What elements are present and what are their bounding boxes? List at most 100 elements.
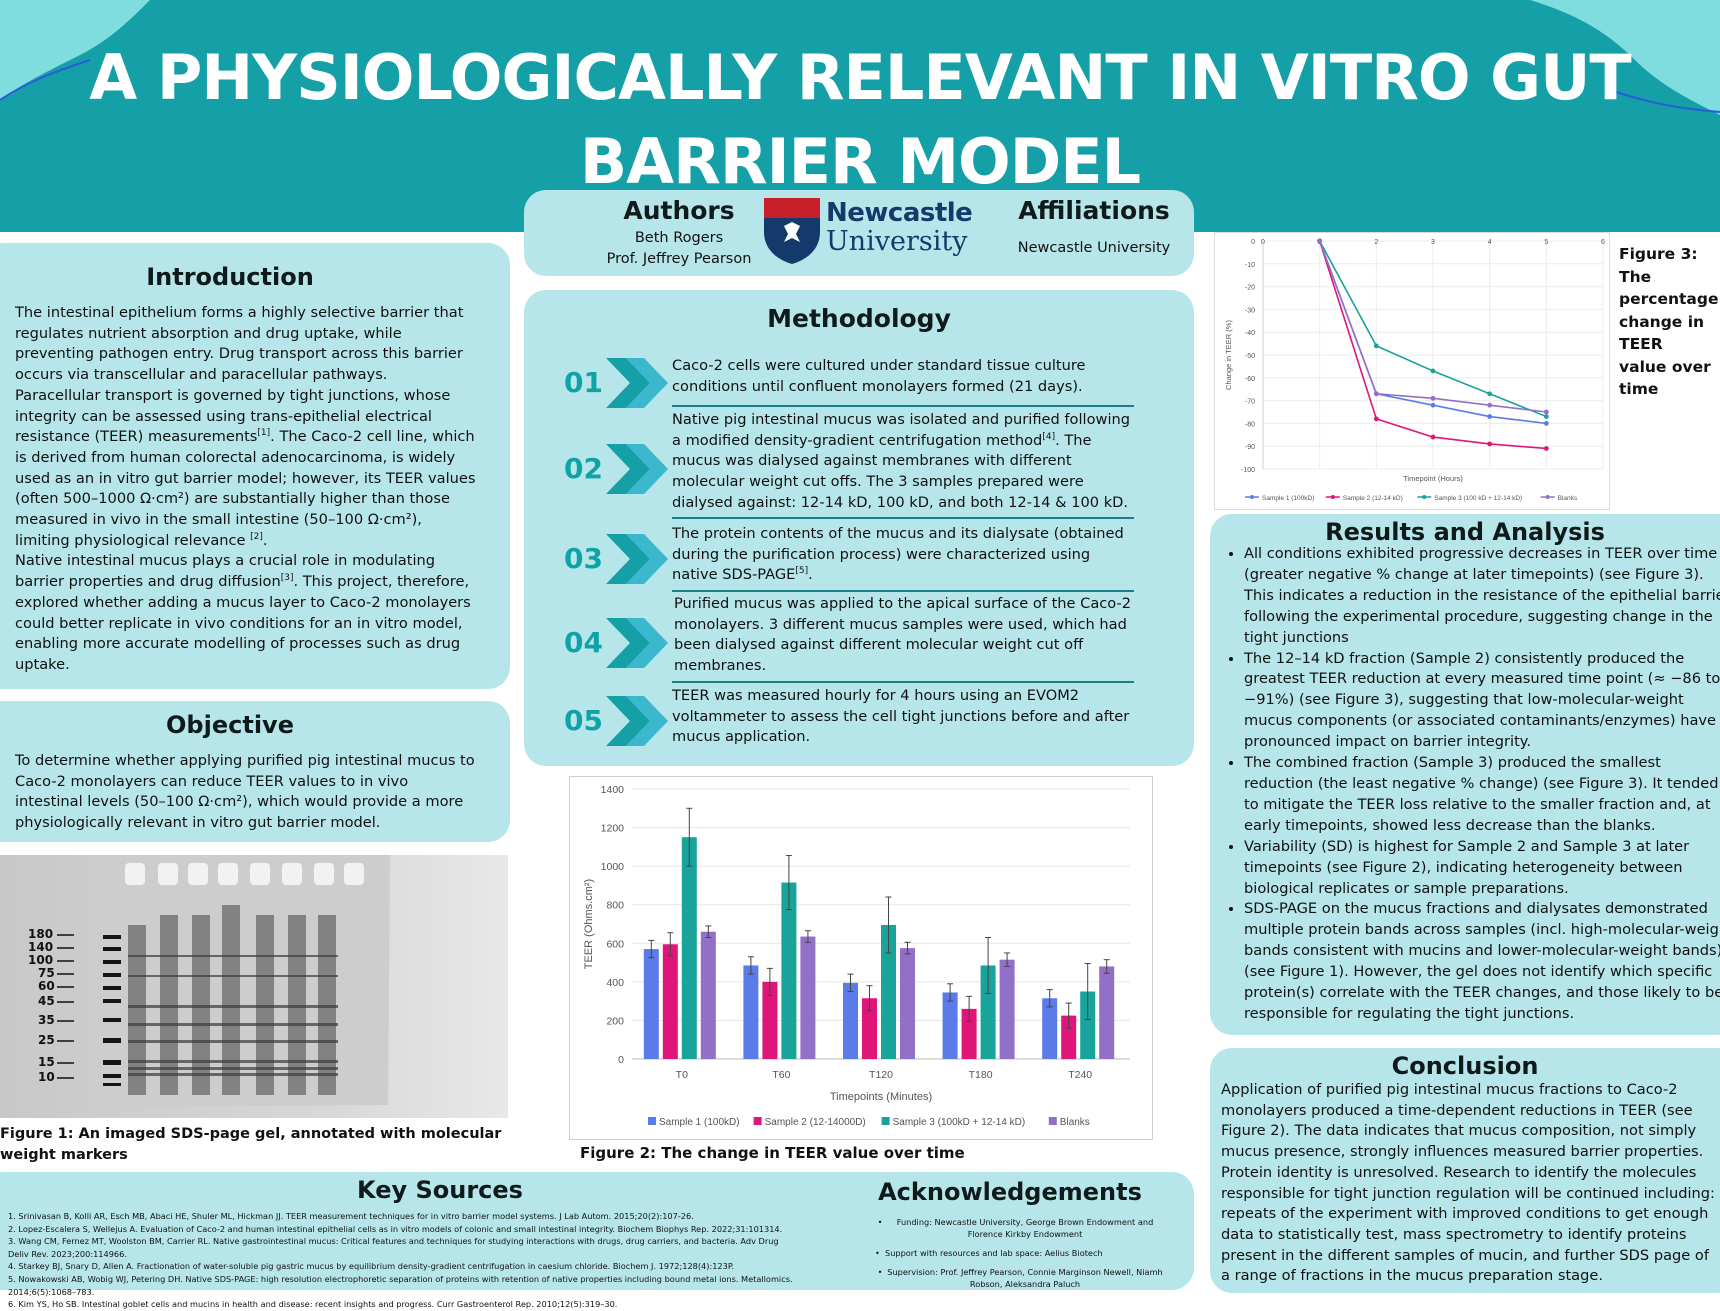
list-item: The 12–14 kD fraction (Sample 2) consist… (1244, 649, 1720, 754)
y-tick-label: -80 (1245, 421, 1255, 428)
logo-text-line2: University (826, 226, 968, 257)
x-tick-label: T120 (869, 1069, 893, 1081)
authors-heading: Authors (623, 196, 735, 225)
x-axis-title: Timepoints (Minutes) (830, 1091, 932, 1103)
legend-label: Sample 2 (12-14000D) (765, 1117, 866, 1128)
sources-panel: Key Sources 1. Srinivasan B, Kolli AR, E… (0, 1172, 1194, 1309)
author-name: Prof. Jeffrey Pearson (606, 251, 752, 267)
legend-label: Sample 3 (100kD + 12-14 kD) (893, 1117, 1026, 1128)
legend-marker (1422, 495, 1427, 499)
x-tick-label: 4 (1488, 239, 1492, 246)
list-item: All conditions exhibited progressive dec… (1244, 544, 1720, 649)
method-step-2: 02 Native pig intestinal mucus was isola… (564, 410, 1144, 520)
y-tick-label: 800 (606, 900, 624, 912)
data-point (1430, 402, 1436, 408)
step-text: The protein contents of the mucus and it… (672, 525, 1124, 584)
y-tick-label: -70 (1245, 399, 1255, 406)
poster-title: A PHYSIOLOGICALLY RELEVANT IN VITRO GUT … (89, 41, 1631, 198)
divider (672, 681, 1134, 683)
step-number: 04 (564, 626, 603, 659)
y-axis-title: Change in TEER (%) (1224, 320, 1233, 390)
chevron-double-icon (606, 358, 668, 408)
step-text: Native pig intestinal mucus was isolated… (672, 411, 1131, 511)
x-tick-label: T180 (969, 1069, 993, 1081)
university-logo: Newcastle University (762, 196, 992, 268)
y-tick-label: -90 (1245, 444, 1255, 451)
y-tick-label: -100 (1241, 467, 1255, 474)
marker-label: 25 (38, 1033, 55, 1047)
x-tick-label: 2 (1374, 239, 1378, 246)
bar (1061, 1015, 1077, 1059)
affiliations-heading: Affiliations (1018, 196, 1170, 225)
wave-decoration-right (1530, 0, 1720, 115)
method-step-1: 01 Caco-2 cells were cultured under stan… (564, 350, 1144, 420)
legend-label: Sample 2 (12-14 kD) (1343, 495, 1403, 502)
bar (999, 959, 1015, 1059)
figure3-caption: Figure 3: The percentage change in TEER … (1619, 245, 1719, 398)
marker-label: 100 (28, 953, 54, 967)
acknowledgements-heading: Acknowledgements (878, 1178, 1142, 1206)
results-heading: Results and Analysis (1325, 518, 1605, 546)
conclusion-text: Application of purified pig intestinal m… (1221, 1081, 1715, 1285)
y-tick-label: 0 (1251, 239, 1255, 246)
bar (980, 965, 996, 1059)
bar (961, 1008, 977, 1059)
university-shield-icon (764, 198, 820, 264)
legend-swatch (881, 1117, 890, 1125)
data-point (1543, 421, 1549, 426)
legend-label: Sample 1 (100kD) (659, 1117, 740, 1128)
bar (862, 998, 877, 1059)
data-point (1430, 368, 1436, 374)
x-tick-label: 6 (1601, 239, 1605, 246)
y-tick-label: 1200 (601, 823, 625, 835)
marker-label: 60 (38, 979, 55, 993)
legend-marker (1330, 495, 1335, 499)
legend-swatch (753, 1117, 762, 1125)
step-number: 01 (564, 366, 603, 399)
x-tick-label: T0 (676, 1069, 688, 1081)
chevron-double-icon (606, 618, 668, 668)
data-point (1373, 416, 1379, 422)
bar (843, 982, 858, 1059)
ack-item: • Funding: Newcastle University, George B… (877, 1217, 1154, 1239)
data-point (1373, 391, 1379, 397)
author-name: Beth Rogers (634, 230, 724, 246)
sources-list: 1. Srinivasan B, Kolli AR, Esch MB, Abac… (8, 1210, 798, 1311)
x-tick-label: T240 (1068, 1069, 1092, 1081)
step-number: 03 (564, 542, 603, 575)
objective-text: To determine whether applying purified p… (15, 752, 475, 832)
legend-label: Blanks (1060, 1117, 1090, 1128)
bar (700, 931, 716, 1059)
divider (672, 405, 1134, 407)
ack-item: • Support with resources and lab space: A… (875, 1248, 1103, 1258)
introduction-panel: Introduction The intestinal epithelium f… (0, 243, 510, 689)
legend-marker (1545, 495, 1550, 499)
legend-label: Blanks (1558, 495, 1578, 502)
y-axis-title: TEER (Ohms.cm²) (583, 879, 595, 969)
y-tick-label: -40 (1245, 330, 1255, 337)
chevron-double-icon (606, 444, 668, 494)
data-point (1487, 391, 1493, 397)
affiliation-text: Newcastle University (1017, 240, 1171, 256)
bar (800, 936, 816, 1059)
list-item: SDS-PAGE on the mucus fractions and dial… (1244, 899, 1720, 1024)
x-tick-label: T60 (772, 1069, 790, 1081)
introduction-text: The intestinal epithelium forms a highly… (15, 304, 476, 673)
legend-marker (1250, 495, 1254, 499)
method-step-5: 05 TEER was measured hourly for 4 hours … (564, 686, 1144, 756)
figure1-caption: Figure 1: An imaged SDS-page gel, annota… (0, 1126, 502, 1163)
bar (1080, 991, 1096, 1059)
y-tick-label: 1400 (601, 784, 625, 796)
chevron-double-icon (606, 534, 668, 584)
bar (762, 981, 778, 1059)
introduction-heading: Introduction (146, 263, 314, 291)
data-point (1543, 414, 1549, 419)
source-item: 1. Srinivasan B, Kolli AR, Esch MB, Abac… (8, 1211, 694, 1221)
results-panel: Results and Analysis All conditions exhi… (1210, 514, 1720, 1035)
conclusion-heading: Conclusion (1391, 1052, 1539, 1080)
authors-panel: Authors Beth Rogers Prof. Jeffrey Pearso… (524, 190, 1194, 276)
marker-label: 140 (28, 940, 54, 954)
bar (681, 837, 697, 1059)
y-tick-label: -60 (1245, 376, 1255, 383)
step-text: Purified mucus was applied to the apical… (674, 595, 1132, 675)
